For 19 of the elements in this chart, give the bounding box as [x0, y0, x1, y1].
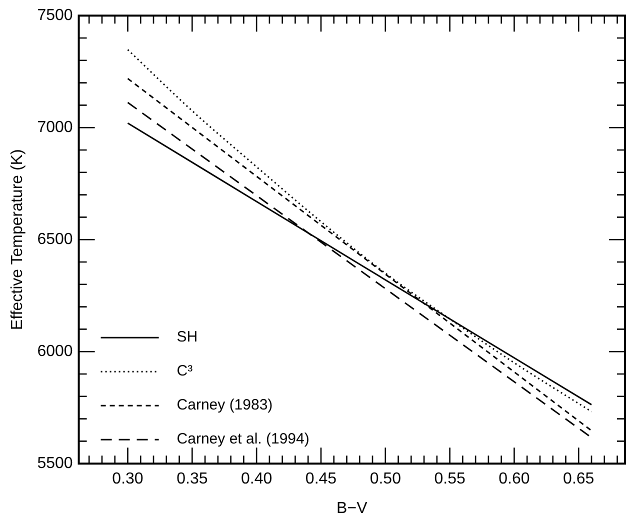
legend-label: SH	[176, 328, 198, 346]
x-tick-label: 0.45	[305, 470, 337, 488]
x-tick-label: 0.65	[563, 470, 594, 488]
y-tick-label: 6000	[37, 343, 73, 360]
x-tick-label: 0.60	[498, 470, 530, 488]
y-tick-label: 6500	[37, 231, 73, 248]
legend-label: Carney (1983)	[176, 396, 273, 414]
x-tick-label: 0.55	[434, 470, 466, 488]
y-tick-label: 7500	[37, 7, 73, 24]
x-tick-label: 0.40	[241, 470, 272, 488]
y-axis-title: Effective Temperature (K)	[9, 149, 26, 330]
y-tick-label: 7000	[37, 119, 73, 136]
y-tick-label: 5500	[37, 455, 73, 472]
x-tick-label: 0.35	[176, 470, 208, 488]
x-axis-title: B−V	[336, 500, 368, 517]
x-tick-label: 0.30	[112, 470, 144, 488]
legend-label: Carney et al. (1994)	[176, 430, 310, 448]
legend-label: C³	[176, 362, 193, 380]
x-tick-label: 0.50	[370, 470, 402, 488]
